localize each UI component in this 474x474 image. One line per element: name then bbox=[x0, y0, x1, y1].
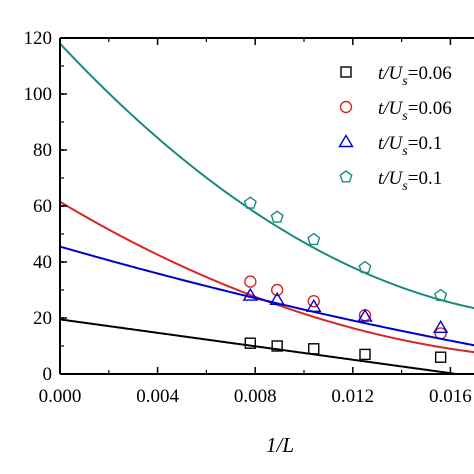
data-point-series-1 bbox=[271, 340, 283, 352]
data-point-series-2 bbox=[307, 295, 320, 308]
data-point-series-4 bbox=[270, 210, 284, 223]
data-point-series-4 bbox=[243, 196, 257, 209]
y-tick-label: 80 bbox=[33, 140, 52, 161]
fit-curve-1 bbox=[60, 318, 464, 374]
x-axis-label: 1/L bbox=[266, 433, 294, 457]
legend-marker-3 bbox=[338, 134, 354, 148]
legend: t/Us=0.06 t/Us=0.06 t/Us=0.1 t/Us=0.1 bbox=[338, 63, 452, 194]
data-point-series-3 bbox=[306, 298, 322, 312]
legend-label-2: t/Us=0.06 bbox=[378, 98, 452, 124]
legend-label-1: t/Us=0.06 bbox=[378, 63, 452, 89]
y-tick-label: 100 bbox=[24, 84, 53, 105]
legend-marker-4 bbox=[339, 170, 353, 183]
legend-label-3: t/Us=0.1 bbox=[378, 133, 442, 159]
data-point-series-1 bbox=[244, 337, 257, 349]
data-point-series-1 bbox=[359, 348, 371, 361]
data-point-series-1 bbox=[308, 343, 320, 355]
data-point-series-1 bbox=[434, 351, 447, 363]
plot-area bbox=[60, 42, 474, 374]
x-tick-label: 0.004 bbox=[136, 386, 179, 407]
data-point-series-4 bbox=[434, 288, 448, 302]
x-tick-label: 0.000 bbox=[39, 386, 82, 407]
x-tick-label: 0.012 bbox=[331, 386, 374, 407]
y-tick-label: 20 bbox=[33, 308, 52, 329]
fit-curve-3 bbox=[60, 245, 474, 347]
data-point-series-4 bbox=[307, 232, 321, 246]
legend-marker-1 bbox=[340, 66, 352, 78]
data-point-series-3 bbox=[242, 287, 259, 301]
fit-curve-4 bbox=[60, 42, 474, 310]
x-tick-label: 0.016 bbox=[429, 386, 472, 407]
y-tick-label: 120 bbox=[24, 28, 53, 49]
data-point-series-3 bbox=[432, 319, 449, 333]
data-point-series-2 bbox=[270, 283, 284, 297]
data-point-series-4 bbox=[358, 260, 372, 274]
y-tick-label: 40 bbox=[33, 252, 52, 273]
data-point-series-3 bbox=[357, 308, 373, 322]
legend-label-4: t/Us=0.1 bbox=[378, 168, 442, 194]
plot-clip-group bbox=[60, 42, 474, 374]
fit-curve-2 bbox=[60, 200, 474, 354]
y-tick-label: 60 bbox=[33, 196, 52, 217]
data-point-series-2 bbox=[244, 275, 257, 288]
axes: 0 20 40 60 80 100 120 0.000 0.004 0.008 0.012 0.016… bbox=[24, 28, 474, 407]
data-point-series-3 bbox=[269, 291, 285, 305]
x-tick-label: 0.008 bbox=[234, 386, 277, 407]
legend-marker-2 bbox=[339, 100, 353, 114]
y-tick-label: 0 bbox=[43, 364, 53, 385]
